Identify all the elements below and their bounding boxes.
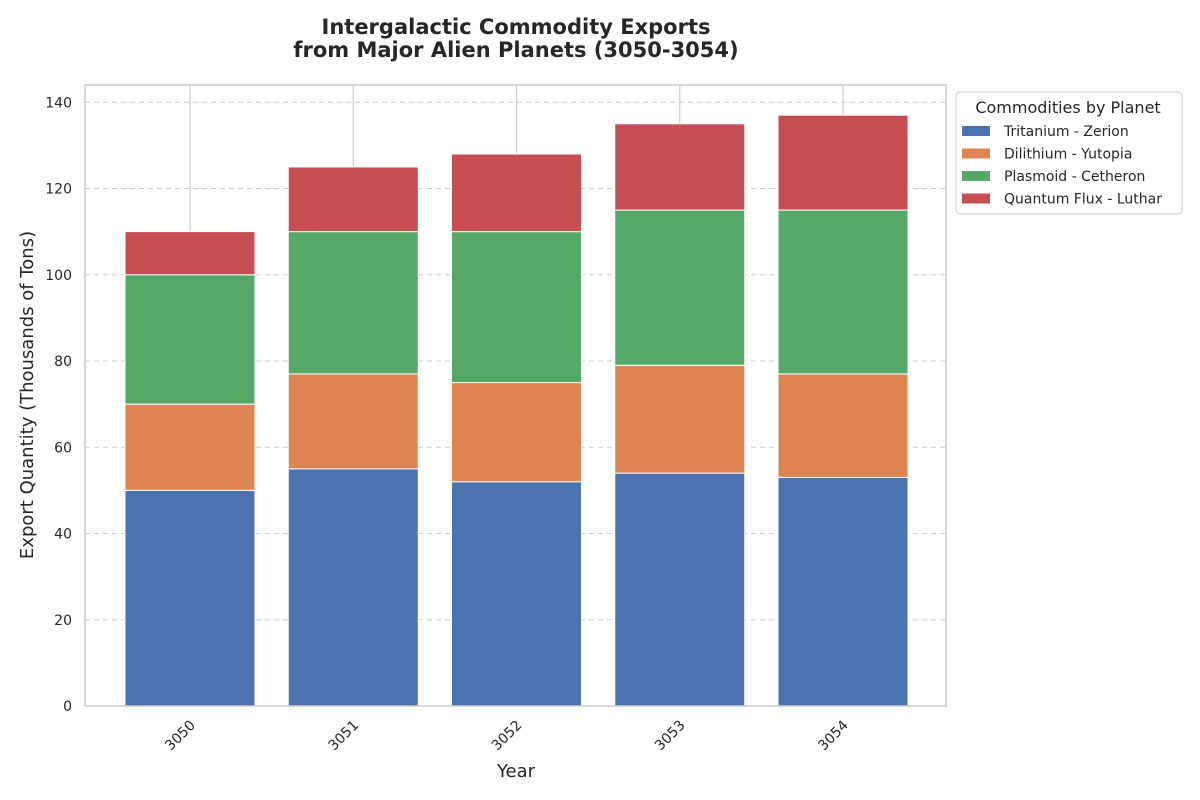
bar-segment [124,403,256,491]
y-tick-label: 0 [63,699,72,715]
bar-segment [451,231,582,384]
y-tick-label: 100 [45,268,72,284]
bar-segment [777,476,909,707]
bar-segment [124,274,256,405]
bar-segment [451,382,582,483]
bar-segment [287,468,419,707]
y-tick-label: 60 [54,440,72,456]
x-axis-label: Year [496,761,536,782]
chart-title-line-1: Intergalactic Commodity Exports [322,15,711,39]
x-tick-labels: 3050 3051 3052 3053 3054 [162,717,852,754]
legend-swatch [962,171,990,181]
bar-segment [124,231,256,276]
y-tick-label: 40 [54,527,72,543]
legend-items: Tritanium - Zerion Dilithium - Yutopia Pla… [962,124,1162,208]
y-axis-label: Export Quantity (Thousands of Tons) [17,231,38,559]
bar-segment [777,373,909,478]
y-tick-label: 80 [54,354,72,370]
x-tick-label: 3052 [489,718,526,755]
legend-label: Quantum Flux - Luthar [1004,192,1162,208]
y-tick-label: 120 [45,182,72,198]
x-tick-label: 3054 [815,717,852,754]
legend-label: Dilithium - Yutopia [1004,147,1132,163]
legend-label: Tritanium - Zerion [1003,124,1129,140]
chart-title-line-2: from Major Alien Planets (3050-3054) [293,38,738,62]
legend-box [955,91,1183,215]
bar-segment [287,373,419,470]
bar-segment [451,481,582,707]
bar-segment [124,489,256,707]
legend-swatch [962,193,990,204]
x-tick-label: 3050 [162,718,199,755]
y-tick-label: 140 [45,95,72,111]
legend-title: Commodities by Planet [975,98,1160,117]
bar-segment [614,364,746,474]
bar-segment [777,209,909,375]
legend-swatch [962,126,990,136]
legend: Commodities by Planet Tritanium - Zerion… [955,91,1183,215]
bar-segment [451,153,582,233]
x-tick-label: 3053 [652,718,689,755]
bar-segment [614,209,746,366]
bar-segment [614,123,746,211]
bars [124,114,909,707]
bar-segment [777,114,909,211]
plot-frame [84,84,947,707]
bar-segment [287,231,419,375]
y-tick-label: 20 [54,613,72,629]
x-tick-label: 3051 [326,718,363,755]
bar-segment [614,472,746,707]
legend-label: Plasmoid - Cetheron [1004,169,1145,185]
legend-swatch [962,148,990,159]
y-tick-labels: 0 20 40 60 80 100 120 140 [45,95,72,715]
bar-segment [287,166,419,233]
